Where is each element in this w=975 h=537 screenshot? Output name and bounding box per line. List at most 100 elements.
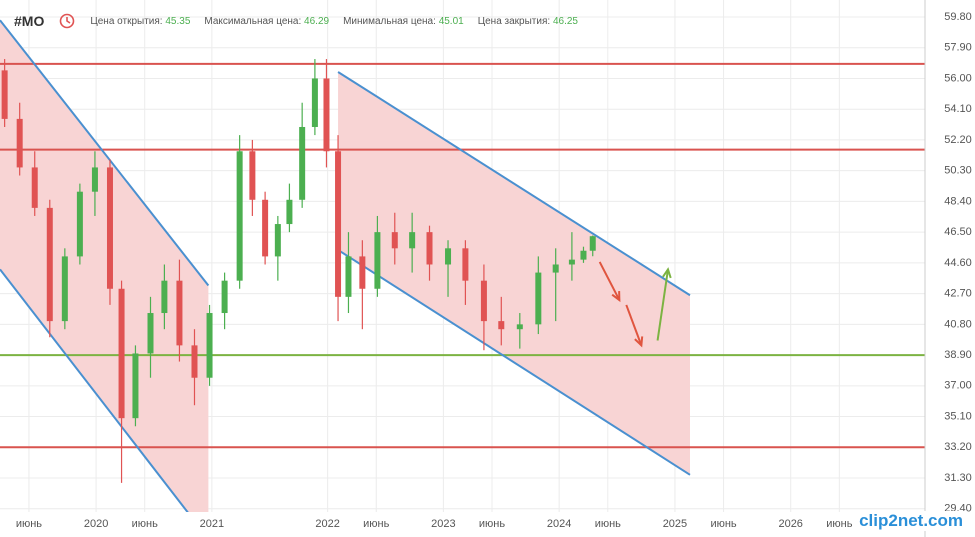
stat-value: 46.29 <box>304 15 330 27</box>
candle-body <box>46 207 53 322</box>
stat-value: 46.25 <box>552 15 578 27</box>
arrow-head <box>611 291 621 303</box>
candle-body <box>118 288 125 419</box>
y-tick-label: 59.80 <box>944 11 972 23</box>
y-tick-label: 37.00 <box>944 380 972 392</box>
stat-value: 45.35 <box>165 15 191 27</box>
y-tick-label: 50.30 <box>944 165 972 177</box>
candle-body <box>462 248 469 281</box>
x-tick-label: 2024 <box>547 518 571 530</box>
y-tick-label: 48.40 <box>944 195 972 207</box>
x-tick-label: июнь <box>16 518 42 530</box>
candle-body <box>552 264 559 273</box>
channel-line <box>337 249 691 476</box>
x-tick-label: июнь <box>826 518 852 530</box>
candle-body <box>374 232 381 289</box>
candle-body <box>249 151 256 200</box>
y-tick-label: 33.20 <box>944 441 972 453</box>
candle-body <box>299 126 306 200</box>
candle-body <box>359 256 366 289</box>
candle-body <box>498 321 505 330</box>
stat: Максимальная цена: 46.29 <box>204 16 329 27</box>
stat-value: 45.01 <box>438 15 464 27</box>
candle-body <box>206 313 213 378</box>
candle-body <box>409 232 416 249</box>
y-tick-label: 52.20 <box>944 134 972 146</box>
channel-line <box>337 71 691 297</box>
candle-body <box>445 248 452 265</box>
x-tick-label: 2020 <box>84 518 108 530</box>
candle-body <box>262 199 269 257</box>
candle-body <box>221 280 228 314</box>
x-tick-label: 2023 <box>431 518 455 530</box>
y-tick-label: 31.30 <box>944 472 972 484</box>
watermark: clip2net.com <box>857 511 965 531</box>
candle-body <box>31 167 38 208</box>
candle-body <box>274 224 281 257</box>
candle-body <box>516 324 523 330</box>
arrow <box>598 261 621 301</box>
y-tick-label: 38.90 <box>944 349 972 361</box>
arrow-head <box>662 267 672 279</box>
candle-body <box>286 199 293 225</box>
candle-body <box>391 232 398 249</box>
arrow <box>656 269 669 341</box>
y-tick-label: 40.80 <box>944 318 972 330</box>
y-tick-label: 56.00 <box>944 72 972 84</box>
candle-body <box>345 256 352 297</box>
candle-body <box>191 345 198 378</box>
candle-body <box>1 70 8 119</box>
y-tick-label: 46.50 <box>944 226 972 238</box>
channel-area <box>338 71 690 475</box>
candle-body <box>76 191 83 257</box>
y-tick-label: 57.90 <box>944 42 972 54</box>
stat-label: Цена закрытия: <box>477 15 551 27</box>
x-tick-label: 2021 <box>200 518 224 530</box>
x-tick-label: июнь <box>595 518 621 530</box>
stat: Цена закрытия: 46.25 <box>478 16 578 27</box>
x-tick-label: 2022 <box>315 518 339 530</box>
candle-body <box>335 151 342 297</box>
stat-label: Минимальная цена: <box>343 15 436 27</box>
candle-body <box>589 236 596 251</box>
candle-body <box>161 280 168 314</box>
arrow-head <box>634 336 644 348</box>
candle-body <box>323 78 330 152</box>
channel-line <box>0 268 189 512</box>
channel-area <box>0 20 209 512</box>
y-tick-label: 35.10 <box>944 410 972 422</box>
clock-icon[interactable] <box>58 12 76 30</box>
y-tick-label: 44.60 <box>944 257 972 269</box>
channel-line <box>0 19 210 287</box>
y-tick-label: 42.70 <box>944 288 972 300</box>
header: #MO Цена открытия: 45.35 Максимальная цен… <box>14 12 592 30</box>
y-tick-label: 54.10 <box>944 103 972 115</box>
candle-body <box>176 280 183 346</box>
arrow <box>625 304 643 346</box>
x-tick-label: июнь <box>710 518 736 530</box>
candle-body <box>311 78 318 127</box>
candle-body <box>480 280 487 322</box>
candle-body <box>426 232 433 265</box>
candle-body <box>132 353 139 419</box>
stat-label: Максимальная цена: <box>204 15 302 27</box>
plot <box>0 0 925 512</box>
candle-body <box>61 256 68 322</box>
stat: Минимальная цена: 45.01 <box>343 16 464 27</box>
x-tick-label: июнь <box>479 518 505 530</box>
x-tick-label: июнь <box>363 518 389 530</box>
candle-body <box>106 167 113 289</box>
candle-body <box>568 259 575 265</box>
symbol: #MO <box>14 13 45 29</box>
candle-body <box>580 250 587 260</box>
candle-body <box>91 167 98 192</box>
stat-label: Цена открытия: <box>90 15 163 27</box>
candle-body <box>16 118 23 168</box>
candle-body <box>535 272 542 325</box>
candle-body <box>147 313 154 354</box>
x-tick-label: 2025 <box>663 518 687 530</box>
x-tick-label: июнь <box>132 518 158 530</box>
x-tick-label: 2026 <box>778 518 802 530</box>
